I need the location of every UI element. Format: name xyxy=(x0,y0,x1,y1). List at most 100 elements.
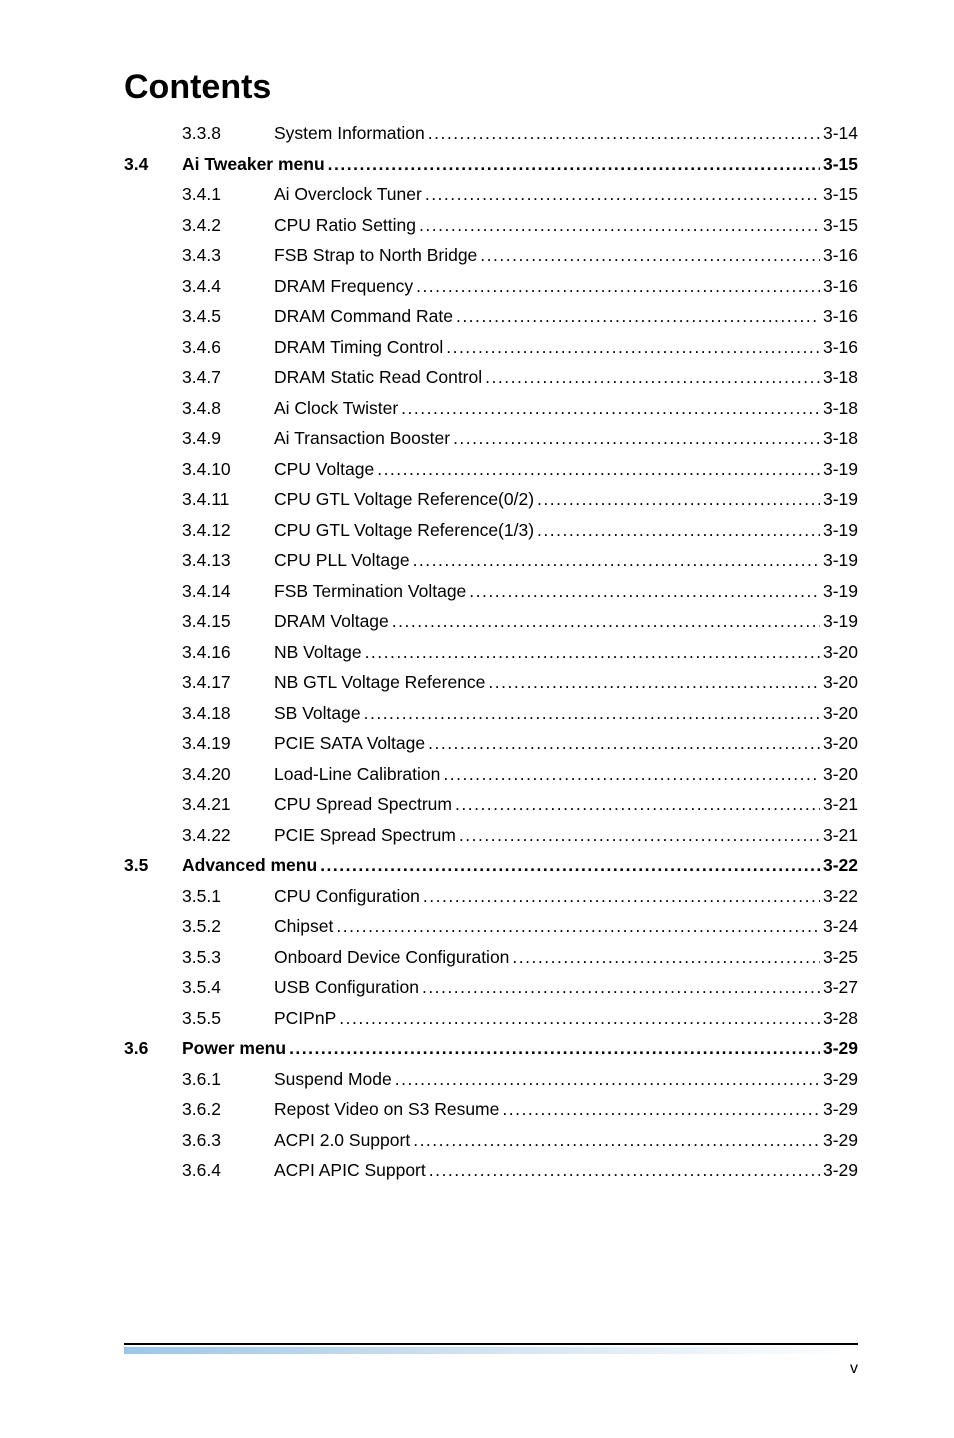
toc-entry-label: Ai Tweaker menu xyxy=(182,156,325,174)
toc-entry-page: 3-15 xyxy=(823,217,858,235)
toc-entry-number: 3.4.15 xyxy=(182,613,274,631)
toc-entry-number: 3.5.3 xyxy=(182,949,274,967)
toc-entry-page: 3-22 xyxy=(823,857,858,875)
toc-entry-label: PCIPnP xyxy=(274,1010,336,1028)
toc-entry-page: 3-24 xyxy=(823,918,858,936)
toc-entry-page: 3-29 xyxy=(823,1071,858,1089)
toc-row: 3.4.18SB Voltage 3-20 xyxy=(124,705,858,723)
toc-entry-label: Ai Overclock Tuner xyxy=(274,186,422,204)
toc-entry-label: DRAM Voltage xyxy=(274,613,389,631)
toc-entry-page: 3-14 xyxy=(823,125,858,143)
toc-entry-number: 3.4.3 xyxy=(182,247,274,265)
toc-entry-page: 3-15 xyxy=(823,186,858,204)
footer-gradient xyxy=(124,1347,858,1354)
toc-entry-page: 3-15 xyxy=(823,156,858,174)
toc-entry-label: Ai Transaction Booster xyxy=(274,430,450,448)
toc-leader-dots xyxy=(456,308,820,326)
toc-entry-number: 3.3.8 xyxy=(182,125,274,143)
toc-entry-page: 3-16 xyxy=(823,339,858,357)
toc-row: 3.4.11CPU GTL Voltage Reference(0/2) 3-1… xyxy=(124,491,858,509)
toc-leader-dots xyxy=(365,644,820,662)
toc-leader-dots xyxy=(364,705,820,723)
toc-entry-number: 3.4.20 xyxy=(182,766,274,784)
toc-entry-page: 3-21 xyxy=(823,827,858,845)
page-title: Contents xyxy=(124,68,858,107)
toc-row: 3.4.5DRAM Command Rate 3-16 xyxy=(124,308,858,326)
toc-leader-dots xyxy=(459,827,820,845)
toc-entry-page: 3-25 xyxy=(823,949,858,967)
toc-entry-label: ACPI APIC Support xyxy=(274,1162,426,1180)
toc-entry-page: 3-20 xyxy=(823,735,858,753)
toc-entry-number: 3.6.1 xyxy=(182,1071,274,1089)
toc-row: 3.4.13CPU PLL Voltage 3-19 xyxy=(124,552,858,570)
toc-entry-number: 3.4.9 xyxy=(182,430,274,448)
toc-entry-label: Power menu xyxy=(182,1040,286,1058)
toc-row: 3.5Advanced menu 3-22 xyxy=(124,857,858,875)
footer-rule xyxy=(124,1343,858,1345)
toc-leader-dots xyxy=(480,247,820,265)
toc-entry-label: DRAM Frequency xyxy=(274,278,413,296)
toc-entry-label: DRAM Static Read Control xyxy=(274,369,482,387)
toc-entry-page: 3-20 xyxy=(823,705,858,723)
toc-row: 3.4.4DRAM Frequency 3-16 xyxy=(124,278,858,296)
toc-entry-page: 3-16 xyxy=(823,278,858,296)
toc-entry-label: ACPI 2.0 Support xyxy=(274,1132,410,1150)
toc-row: 3.4.17NB GTL Voltage Reference 3-20 xyxy=(124,674,858,692)
toc-entry-page: 3-29 xyxy=(823,1132,858,1150)
toc-row: 3.6.1Suspend Mode 3-29 xyxy=(124,1071,858,1089)
toc-entry-number: 3.4.2 xyxy=(182,217,274,235)
toc-entry-label: USB Configuration xyxy=(274,979,419,997)
toc-entry-label: DRAM Timing Control xyxy=(274,339,443,357)
toc-leader-dots xyxy=(401,400,820,418)
toc-entry-label: CPU Ratio Setting xyxy=(274,217,416,235)
toc-leader-dots xyxy=(537,522,820,540)
toc-entry-label: CPU PLL Voltage xyxy=(274,552,410,570)
toc-entry-page: 3-19 xyxy=(823,552,858,570)
toc-entry-label: CPU GTL Voltage Reference(0/2) xyxy=(274,491,534,509)
toc-entry-page: 3-20 xyxy=(823,674,858,692)
toc-entry-label: CPU Spread Spectrum xyxy=(274,796,452,814)
toc-row: 3.6.2Repost Video on S3 Resume 3-29 xyxy=(124,1101,858,1119)
toc-leader-dots xyxy=(339,1010,820,1028)
toc-entry-label: Advanced menu xyxy=(182,857,317,875)
toc-leader-dots xyxy=(425,186,820,204)
toc-row: 3.5.2Chipset 3-24 xyxy=(124,918,858,936)
toc-entry-page: 3-19 xyxy=(823,461,858,479)
toc-entry-number: 3.4.14 xyxy=(182,583,274,601)
toc-entry-page: 3-19 xyxy=(823,613,858,631)
toc-leader-dots xyxy=(413,552,820,570)
page-container: Contents 3.3.8System Information 3-14 3.4… xyxy=(0,0,954,1438)
toc-entry-number: 3.4.4 xyxy=(182,278,274,296)
toc-leader-dots xyxy=(537,491,820,509)
toc-row: 3.4.9Ai Transaction Booster 3-18 xyxy=(124,430,858,448)
toc-leader-dots xyxy=(488,674,820,692)
toc-entry-number: 3.4.6 xyxy=(182,339,274,357)
toc-row: 3.5.3Onboard Device Configuration 3-25 xyxy=(124,949,858,967)
toc-entry-label: PCIE SATA Voltage xyxy=(274,735,425,753)
toc-row: 3.4.12CPU GTL Voltage Reference(1/3) 3-1… xyxy=(124,522,858,540)
toc-entry-page: 3-19 xyxy=(823,491,858,509)
toc-leader-dots xyxy=(320,857,820,875)
toc-row: 3.3.8System Information 3-14 xyxy=(124,125,858,143)
toc-entry-label: CPU Configuration xyxy=(274,888,420,906)
toc-entry-number: 3.4.12 xyxy=(182,522,274,540)
toc-leader-dots xyxy=(377,461,820,479)
toc-leader-dots xyxy=(328,156,820,174)
toc-entry-label: System Information xyxy=(274,125,425,143)
toc-row: 3.5.1CPU Configuration 3-22 xyxy=(124,888,858,906)
toc-entry-label: CPU Voltage xyxy=(274,461,374,479)
toc-entry-label: NB Voltage xyxy=(274,644,362,662)
toc-entry-label: Onboard Device Configuration xyxy=(274,949,509,967)
toc-entry-number: 3.4.13 xyxy=(182,552,274,570)
toc-entry-number: 3.4.22 xyxy=(182,827,274,845)
toc-list: 3.3.8System Information 3-14 3.4Ai Tweake… xyxy=(124,125,858,1180)
toc-row: 3.4.7DRAM Static Read Control 3-18 xyxy=(124,369,858,387)
toc-entry-number: 3.6.2 xyxy=(182,1101,274,1119)
toc-entry-page: 3-18 xyxy=(823,400,858,418)
toc-leader-dots xyxy=(443,766,820,784)
toc-row: 3.4Ai Tweaker menu 3-15 xyxy=(124,156,858,174)
toc-entry-page: 3-19 xyxy=(823,522,858,540)
toc-leader-dots xyxy=(428,735,820,753)
toc-entry-number: 3.5.5 xyxy=(182,1010,274,1028)
toc-entry-number: 3.4.21 xyxy=(182,796,274,814)
